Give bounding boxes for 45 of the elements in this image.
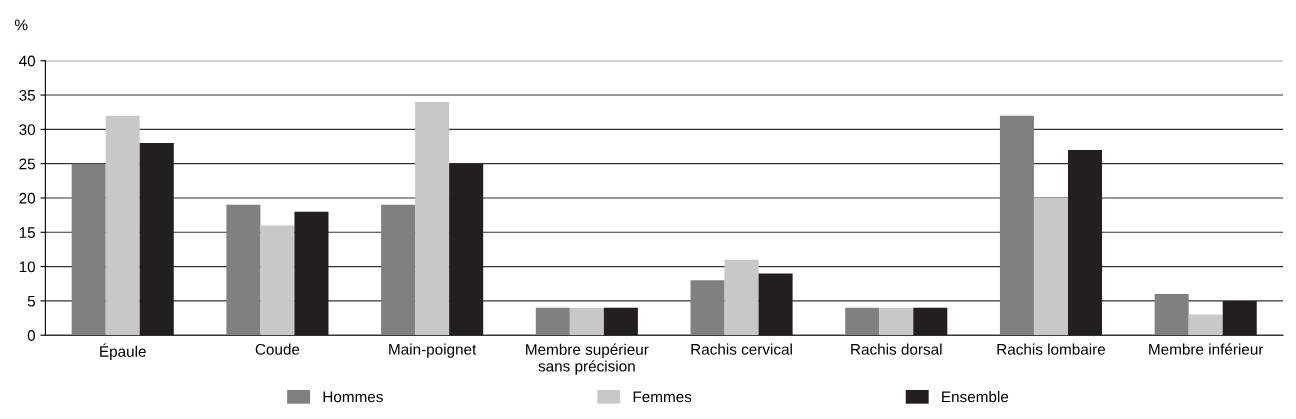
bar bbox=[603, 307, 638, 336]
bar bbox=[690, 280, 725, 336]
bar bbox=[415, 101, 450, 336]
y-tick-label: 20 bbox=[19, 192, 36, 204]
bar bbox=[913, 307, 948, 336]
x-tick-label: Rachis dorsal bbox=[851, 343, 942, 355]
bar bbox=[1067, 149, 1103, 336]
bar bbox=[1188, 314, 1223, 336]
bar bbox=[535, 307, 570, 336]
bar bbox=[449, 163, 484, 336]
bar bbox=[71, 163, 106, 336]
y-tick-label: 30 bbox=[19, 124, 36, 136]
y-tick-label: 35 bbox=[19, 89, 35, 101]
x-tick-label: Membre inférieur bbox=[1149, 343, 1264, 355]
x-tick-label: Rachis lombaire bbox=[997, 343, 1106, 355]
bar bbox=[294, 211, 329, 336]
x-tick-label: Main-poignet bbox=[389, 343, 477, 358]
x-tick-label: Rachis cervical bbox=[691, 343, 792, 355]
bar bbox=[724, 259, 759, 336]
bar bbox=[1154, 294, 1189, 336]
bar bbox=[139, 143, 174, 336]
bar bbox=[105, 115, 140, 336]
bar bbox=[381, 204, 416, 336]
bar bbox=[1222, 300, 1257, 336]
y-tick-label: 15 bbox=[19, 227, 35, 238]
y-tick-label: 0 bbox=[27, 330, 36, 341]
bar bbox=[999, 115, 1034, 336]
bar bbox=[879, 307, 914, 336]
x-tick-label: Coude bbox=[255, 343, 300, 355]
bar bbox=[226, 204, 261, 336]
y-tick-label: 25 bbox=[19, 158, 35, 170]
y-axis-title: % bbox=[14, 19, 28, 31]
y-tick-label: 10 bbox=[19, 261, 36, 273]
bar bbox=[758, 273, 793, 336]
bar bbox=[569, 307, 604, 336]
bar bbox=[1033, 197, 1068, 336]
x-tick-label: Membre supérieur sans précision bbox=[526, 343, 649, 375]
legend-label: Hommes bbox=[323, 391, 383, 403]
y-tick-label: 5 bbox=[27, 295, 35, 307]
bar bbox=[260, 225, 295, 336]
legend-label: Ensemble bbox=[942, 391, 1009, 403]
y-tick-label: 40 bbox=[19, 55, 36, 67]
bar bbox=[845, 307, 880, 336]
legend-label: Femmes bbox=[633, 391, 692, 403]
x-tick-label: Épaule bbox=[100, 343, 146, 360]
